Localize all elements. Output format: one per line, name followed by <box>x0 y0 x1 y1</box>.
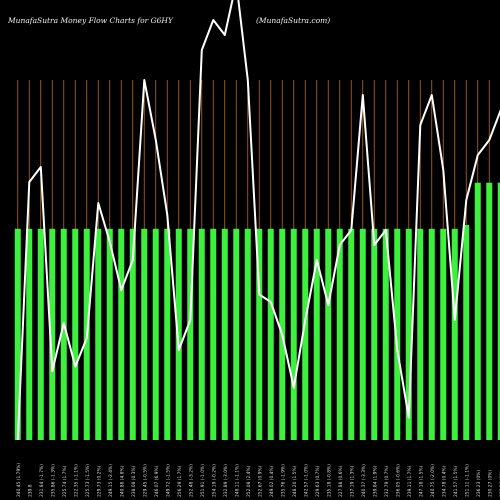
money-flow-bar <box>72 228 79 440</box>
money-flow-bar <box>463 224 470 440</box>
money-flow-bar <box>106 228 113 440</box>
money-flow-bar <box>198 228 205 440</box>
money-flow-bar <box>175 228 182 440</box>
money-flow-bar <box>233 228 240 440</box>
money-flow-bar <box>405 228 412 440</box>
x-tick-label: 240.75 (-2.0%) <box>430 464 436 497</box>
x-tick-label: 229.73 (0.2%) <box>96 465 102 497</box>
x-tick-label: 222.35 (-1.1%) <box>73 464 79 497</box>
x-tick-label: 242.57 (-1.0%) <box>303 464 309 497</box>
money-flow-bar <box>26 228 33 440</box>
money-flow-bar <box>428 228 435 440</box>
x-tick-label: 247.18 (1.5%) <box>418 465 424 497</box>
money-flow-bar <box>118 228 125 440</box>
x-tick-label: 238.08 (0.3%) <box>131 465 137 497</box>
x-axis-tick-labels: 240.45 (1.79%) 239.8 231.84 (-1.7%) 235.86 … <box>16 463 500 497</box>
chart-title: MunafaSutra Money Flow Charts for G6HY <box>8 16 173 25</box>
money-flow-bar <box>95 228 102 440</box>
site-watermark: (MunafaSutra.com) <box>256 16 331 25</box>
x-tick-label: 234.78 (0.4%) <box>441 465 447 497</box>
money-flow-bar <box>244 228 251 440</box>
x-tick-label: 235.86 (-1.3%) <box>50 464 56 497</box>
money-flow-bar <box>129 228 136 440</box>
x-tick-label: 240.45 (1.79%) <box>16 463 22 497</box>
money-flow-bar <box>371 228 378 440</box>
price-line-series <box>16 0 500 441</box>
money-flow-bar <box>325 228 332 440</box>
money-flow-bar <box>497 182 500 440</box>
money-flow-bar <box>14 228 21 440</box>
money-flow-bar <box>152 228 159 440</box>
money-flow-bar <box>60 228 67 440</box>
x-tick-label: 233.26 (0%) <box>499 470 500 497</box>
money-flow-bar <box>394 228 401 440</box>
x-tick-label: 252.48 (-3.2%) <box>188 464 194 497</box>
x-tick-label: 230.27 (0%) <box>487 470 493 497</box>
money-flow-bar <box>313 228 320 440</box>
x-tick-label: 235.18 (-0.8%) <box>326 464 332 497</box>
money-flow-bar <box>37 228 44 440</box>
money-flow-bar <box>290 228 297 440</box>
money-flow-bar <box>267 228 274 440</box>
money-flow-bars <box>14 182 500 440</box>
money-flow-bar <box>474 182 481 440</box>
money-flow-bar <box>187 228 194 440</box>
money-flow-bar <box>49 228 56 440</box>
x-tick-label: 225.73 (-1.5%) <box>85 464 91 497</box>
x-tick-label: 246.07 (6.9%) <box>154 465 160 497</box>
price-line <box>16 0 500 441</box>
x-tick-label: 236.23 (0%) <box>476 470 482 497</box>
x-tick-label: 232.89 (-3.0%) <box>223 464 229 497</box>
x-tick-label: 229.45 (-0.5%) <box>142 464 148 497</box>
money-flow-bar <box>348 228 355 440</box>
x-tick-label: 241.57 (1.5%) <box>453 465 459 497</box>
money-flow-bar <box>210 228 217 440</box>
x-tick-label: 251.11 (-1.1%) <box>464 464 470 497</box>
money-flow-bar <box>417 228 424 440</box>
x-tick-label: 248.20 (1.5%) <box>292 465 298 497</box>
x-tick-label: 251.91 (-1.0%) <box>200 464 206 497</box>
x-tick-label: 240.37 (-3.3%) <box>361 464 367 497</box>
money-flow-bar <box>141 228 148 440</box>
money-flow-bar <box>164 228 171 440</box>
money-flow-bar <box>302 228 309 440</box>
x-tick-label: 240.88 (4.8%) <box>119 465 125 497</box>
x-tick-label: 232.79 (0.7%) <box>384 465 390 497</box>
x-tick-label: 256.29 (1.7%) <box>177 465 183 497</box>
money-flow-bar <box>336 228 343 440</box>
x-tick-label: 239.11 (1.7%) <box>407 465 413 497</box>
x-tick-label: 237.19 (1.3%) <box>349 465 355 497</box>
x-tick-label: 235.76 (-1.9%) <box>280 464 286 497</box>
x-tick-label: 254.19 (-0.2%) <box>211 464 217 497</box>
x-tick-label: 231.84 (-1.7%) <box>39 464 45 497</box>
x-tick-label: 249.02 (0.4%) <box>269 465 275 497</box>
x-tick-label: 229.63 (0.7%) <box>315 465 321 497</box>
x-tick-label: 252.67 (0.9%) <box>257 465 263 497</box>
money-flow-bar <box>451 228 458 440</box>
money-flow-bar <box>359 228 366 440</box>
x-tick-label: 249.15 (-2.4%) <box>108 464 114 497</box>
money-flow-bar <box>382 228 389 440</box>
money-flow-bar <box>486 182 493 440</box>
money-flow-bar <box>221 228 228 440</box>
x-tick-label: 225.74 (1.7%) <box>62 465 68 497</box>
x-tick-label: 236.05 (-0.6%) <box>395 464 401 497</box>
x-tick-label: 239.84 (1.9%) <box>372 465 378 497</box>
x-tick-label: 227.88 (0.6%) <box>338 465 344 497</box>
x-tick-label: 249.72 (-1.5%) <box>165 464 171 497</box>
money-flow-bar <box>440 228 447 440</box>
x-tick-label: 248.11 (-1.1%) <box>234 464 240 497</box>
money-flow-bar <box>256 228 263 440</box>
x-tick-label: 239.8 <box>27 484 33 497</box>
x-tick-label: 252.08 (2.4%) <box>246 465 252 497</box>
